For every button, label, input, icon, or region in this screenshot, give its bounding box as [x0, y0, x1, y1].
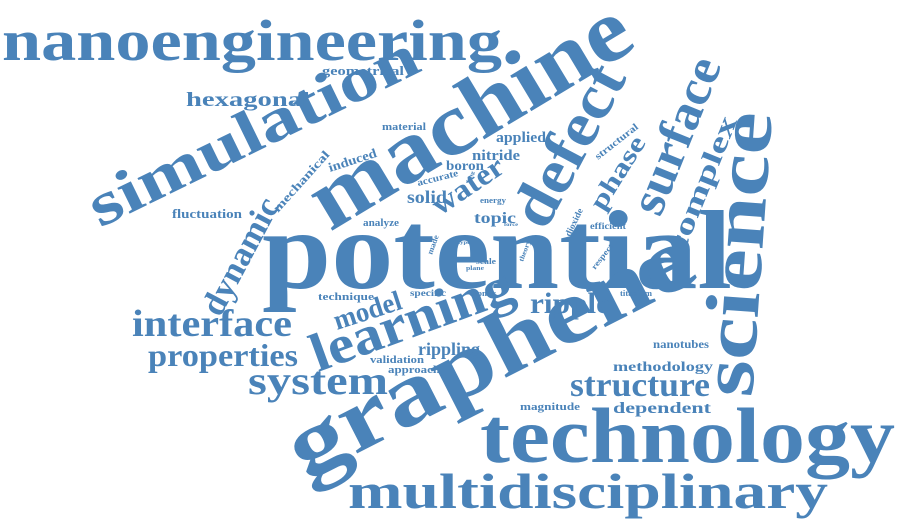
word-methodology: methodology [613, 360, 713, 375]
word-boron: boron [446, 159, 484, 174]
word-approach: approach [388, 364, 440, 376]
word-hexagonal: hexagonal [186, 89, 311, 111]
word-type: type [458, 241, 471, 246]
word-nanoengineering: nanoengineering [2, 8, 502, 73]
word-magnitude: magnitude [520, 402, 581, 413]
word-nitride: nitride [472, 148, 520, 164]
word-structure: structure [570, 367, 710, 404]
word-validation: validation [370, 354, 424, 366]
word-energy: energy [480, 196, 506, 205]
word-fluctuation: fluctuation [172, 206, 243, 221]
word-specific: specific [410, 288, 446, 298]
word-technique: technique [318, 291, 374, 303]
word-system: system [248, 358, 388, 403]
word-scale: scale [476, 257, 497, 266]
word-plane: plane [466, 266, 484, 272]
word-interface: interface [132, 303, 292, 345]
word-geometrical: geometrical [322, 63, 404, 78]
word-applied: applied [496, 130, 547, 146]
word-nanotubes: nanotubes [653, 337, 709, 351]
word-properties: properties [148, 337, 298, 373]
word-atomic: atomic [470, 289, 496, 298]
word-topic: topic [474, 210, 516, 227]
word-efficient: efficient [590, 221, 626, 231]
word-ripple: ripple [530, 287, 610, 320]
word-long: long [466, 170, 476, 184]
word-force: force [504, 223, 519, 228]
word-technology: technology [480, 392, 895, 479]
word-rippling: rippling [418, 339, 480, 359]
word-potential: potential [262, 189, 732, 313]
word-multidisciplinary: multidisciplinary [348, 463, 828, 519]
word-solid: solid [407, 187, 447, 207]
word-titanium: titanium [620, 289, 652, 298]
word-material: material [382, 122, 426, 133]
word-analyze: analyze [363, 218, 400, 229]
word-science: science [685, 109, 789, 399]
word-dependent: dependent [613, 400, 712, 417]
